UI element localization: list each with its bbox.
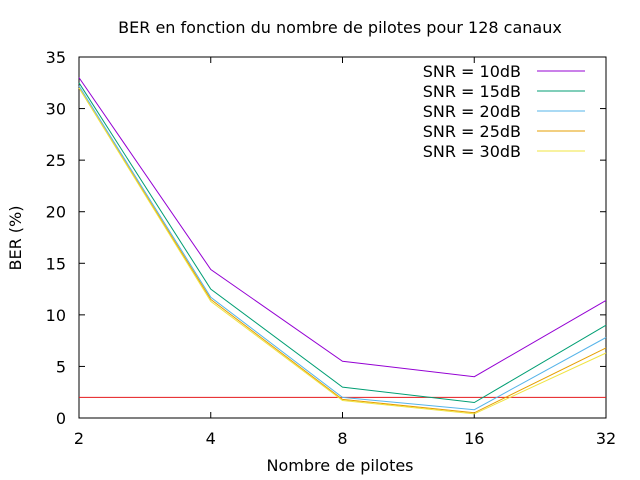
- legend-label: SNR = 20dB: [423, 102, 521, 121]
- y-tick-label: 30: [46, 100, 66, 119]
- legend-label: SNR = 30dB: [423, 142, 521, 161]
- x-tick-label: 32: [596, 429, 616, 448]
- y-tick-label: 15: [46, 254, 66, 273]
- series-line: [78, 77, 607, 378]
- y-tick-label: 5: [56, 357, 66, 376]
- plot-frame: [78, 56, 607, 419]
- x-tick-label: 4: [206, 429, 216, 448]
- legend-label: SNR = 15dB: [423, 82, 521, 101]
- y-axis-title: BER (%): [6, 206, 25, 271]
- legend-label: SNR = 10dB: [423, 62, 521, 81]
- y-tick-label: 10: [46, 306, 66, 325]
- series-line: [78, 85, 607, 411]
- y-tick-label: 35: [46, 48, 66, 67]
- x-tick-label: 8: [337, 429, 347, 448]
- series-line: [78, 82, 607, 404]
- legend-label: SNR = 25dB: [423, 122, 521, 141]
- x-axis-title: Nombre de pilotes: [266, 456, 413, 475]
- series-line: [78, 87, 607, 415]
- y-tick-label: 0: [56, 409, 66, 428]
- chart-title: BER en fonction du nombre de pilotes pou…: [118, 18, 562, 37]
- x-tick-label: 16: [464, 429, 484, 448]
- y-tick-label: 20: [46, 203, 66, 222]
- series-line: [78, 87, 607, 414]
- y-tick-label: 25: [46, 151, 66, 170]
- axes-layer: 0 5 10 15 20 25 30 35 2 4 8 16 32: [46, 48, 617, 448]
- series-layer: [78, 77, 607, 415]
- x-tick-label: 2: [74, 429, 84, 448]
